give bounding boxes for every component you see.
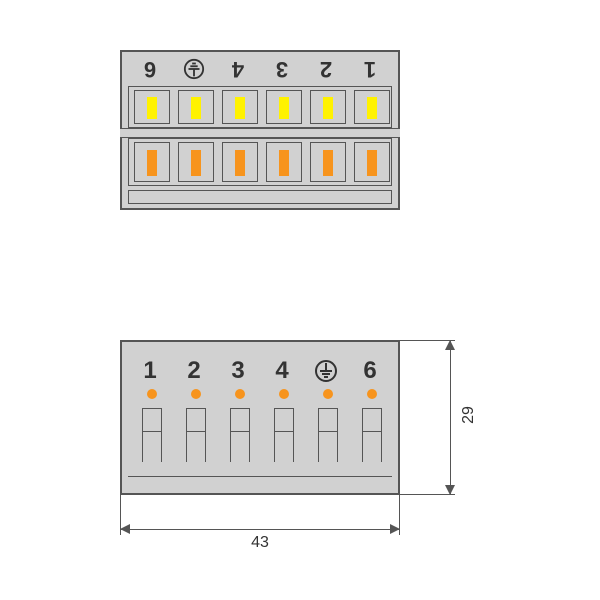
top-orange-slot-3	[222, 142, 258, 182]
bottom-slot-cross-5	[319, 431, 337, 432]
dim-height-arrow-top	[445, 340, 455, 350]
top-yellow-bar-1	[147, 97, 157, 119]
ground-icon	[314, 359, 338, 383]
bottom-label-4: 4	[260, 357, 304, 385]
bottom-slot-1	[142, 408, 162, 462]
top-yellow-bar-3	[235, 97, 245, 119]
dim-width-arrow-left	[120, 524, 130, 534]
bottom-slot-6	[362, 408, 382, 462]
dim-width-value: 43	[248, 534, 272, 552]
top-orange-bar-1	[147, 150, 157, 176]
bottom-dot-1	[147, 389, 157, 399]
bottom-dot-3	[235, 389, 245, 399]
top-orange-bar-2	[191, 150, 201, 176]
bottom-slot-cross-6	[363, 431, 381, 432]
top-orange-slot-5	[310, 142, 346, 182]
ground-icon	[183, 58, 205, 80]
bottom-slot-cross-1	[143, 431, 161, 432]
top-yellow-slot-4	[266, 90, 302, 124]
bottom-slot-4	[274, 408, 294, 462]
top-orange-bar-3	[235, 150, 245, 176]
bottom-slot-cross-3	[231, 431, 249, 432]
dim-width-line	[120, 529, 400, 530]
top-label-row: 1 2 3 4 6	[128, 54, 392, 84]
top-orange-bar-4	[279, 150, 289, 176]
bottom-label-gnd	[304, 359, 348, 383]
bottom-label-1: 1	[128, 357, 172, 385]
top-yellow-bar-5	[323, 97, 333, 119]
top-yellow-slot-2	[178, 90, 214, 124]
top-label-1: 1	[348, 56, 392, 82]
top-orange-slot-1	[134, 142, 170, 182]
top-label-6: 6	[128, 56, 172, 82]
top-divider	[120, 128, 400, 138]
top-label-4: 4	[216, 56, 260, 82]
bottom-slot-3	[230, 408, 250, 462]
bottom-label-2: 2	[172, 357, 216, 385]
bottom-base-line	[128, 476, 392, 477]
top-orange-bar-6	[367, 150, 377, 176]
dim-height-line	[450, 340, 451, 495]
top-orange-bar-5	[323, 150, 333, 176]
bottom-slot-cross-4	[275, 431, 293, 432]
dim-width-arrow-right	[390, 524, 400, 534]
top-label-3: 3	[260, 56, 304, 82]
top-yellow-bar-2	[191, 97, 201, 119]
top-label-gnd	[172, 58, 216, 80]
top-yellow-slot-6	[354, 90, 390, 124]
top-orange-slot-2	[178, 142, 214, 182]
bottom-slot-2	[186, 408, 206, 462]
top-yellow-bar-4	[279, 97, 289, 119]
bottom-dot-4	[279, 389, 289, 399]
dim-height-arrow-bottom	[445, 485, 455, 495]
bottom-label-6: 6	[348, 357, 392, 385]
bottom-dot-2	[191, 389, 201, 399]
top-yellow-slot-1	[134, 90, 170, 124]
bottom-dot-6	[367, 389, 377, 399]
drawing-stage: { "canvas": { "width": 600, "height": 60…	[0, 0, 600, 600]
bottom-slot-5	[318, 408, 338, 462]
top-label-2: 2	[304, 56, 348, 82]
top-base-strip	[128, 190, 392, 204]
bottom-dot-5	[323, 389, 333, 399]
top-yellow-slot-5	[310, 90, 346, 124]
top-orange-slot-4	[266, 142, 302, 182]
bottom-label-row: 1 2 3 4 6	[128, 356, 392, 386]
bottom-slot-cross-2	[187, 431, 205, 432]
top-yellow-bar-6	[367, 97, 377, 119]
top-yellow-slot-3	[222, 90, 258, 124]
bottom-label-3: 3	[216, 357, 260, 385]
dim-height-value: 29	[460, 403, 478, 427]
top-orange-slot-6	[354, 142, 390, 182]
